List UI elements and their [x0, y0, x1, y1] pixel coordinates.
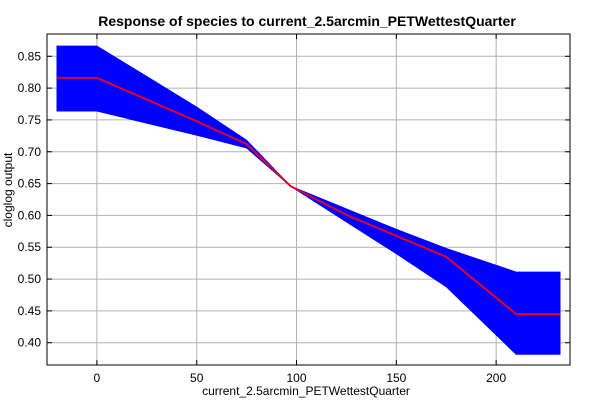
mean-line-path — [57, 76, 560, 316]
y-tick-label: 0.70 — [18, 145, 42, 159]
plot-border — [46, 33, 571, 366]
x-tick-label: 150 — [386, 371, 406, 385]
mean-response-line — [57, 76, 560, 316]
plot-frame — [46, 33, 571, 366]
x-tick-label: 0 — [94, 371, 101, 385]
x-tick-label: 50 — [190, 371, 204, 385]
y-tick-label: 0.55 — [18, 240, 42, 254]
x-axis-label: current_2.5arcmin_PETWettestQuarter — [202, 384, 410, 398]
y-axis-ticks: 0.40 0.45 0.50 0.55 0.60 0.65 0.70 0.75 0.80 0.85 — [18, 49, 570, 350]
y-tick-label: 0.80 — [18, 81, 42, 95]
y-axis-label: cloglog output — [1, 152, 15, 227]
y-tick-label: 0.75 — [18, 113, 42, 127]
confidence-band — [56, 45, 561, 355]
y-tick-label: 0.45 — [18, 304, 42, 318]
confidence-band-area — [56, 45, 561, 355]
y-tick-label: 0.85 — [18, 49, 42, 63]
y-tick-label: 0.65 — [18, 177, 42, 191]
y-tick-label: 0.60 — [18, 208, 42, 222]
x-tick-label: 100 — [287, 371, 307, 385]
chart-title: Response of species to current_2.5arcmin… — [98, 13, 516, 29]
y-tick-label: 0.50 — [18, 272, 42, 286]
x-tick-label: 200 — [486, 371, 506, 385]
x-axis-ticks: 0 50 100 150 200 — [94, 34, 506, 385]
grid-lines — [47, 34, 570, 365]
y-tick-label: 0.40 — [18, 336, 42, 350]
